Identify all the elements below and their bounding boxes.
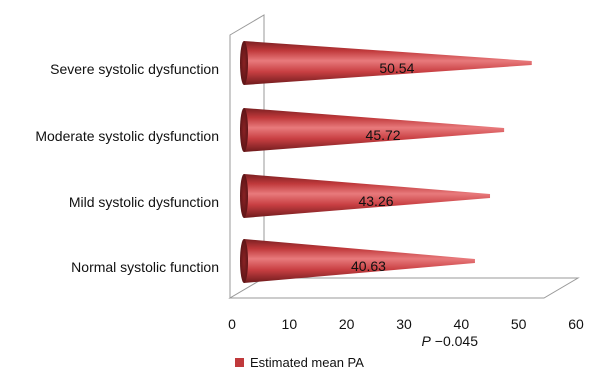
data-label: 45.72 [366,127,401,143]
p-value-annotation: P −0.045 [422,333,479,349]
legend: Estimated mean PA [235,355,364,370]
cone-base [240,174,248,218]
data-label: 40.63 [351,258,386,274]
plot-frame [228,14,580,299]
category-label: Moderate systolic dysfunction [35,128,219,144]
data-label: 43.26 [358,193,393,209]
cone-body [244,174,491,218]
cone-body [244,41,532,85]
bar-normal-systolic-function [240,239,475,283]
x-tick-label: 30 [396,316,412,332]
x-tick-label: 60 [568,316,584,332]
legend-label: Estimated mean PA [250,355,364,370]
bar-mild-systolic-dysfunction [240,174,491,218]
bar-moderate-systolic-dysfunction [240,108,505,152]
legend-swatch [235,358,244,367]
x-tick-label: 50 [511,316,527,332]
category-label: Severe systolic dysfunction [50,61,219,77]
bar-severe-systolic-dysfunction [240,41,532,85]
cone-base [240,41,248,85]
data-label: 50.54 [379,60,414,76]
cone-body [244,108,505,152]
category-label: Mild systolic dysfunction [69,194,219,210]
cone-base [240,239,248,283]
x-tick-label: 40 [454,316,470,332]
cone-body [244,239,475,283]
cone-base [240,108,248,152]
x-tick-label: 20 [339,316,355,332]
x-tick-label: 10 [282,316,298,332]
category-label: Normal systolic function [71,259,219,275]
x-tick-label: 0 [228,316,236,332]
